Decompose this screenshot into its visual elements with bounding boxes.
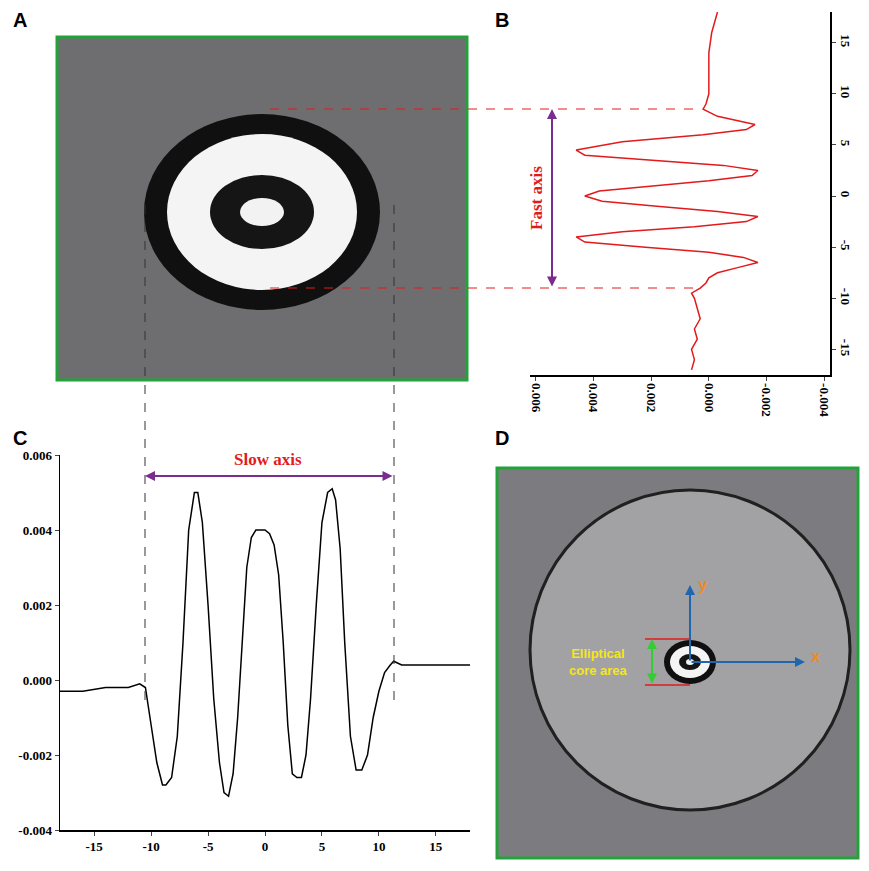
svg-text:-15: -15	[838, 339, 853, 357]
svg-text:10: 10	[838, 85, 853, 98]
svg-text:D: D	[495, 427, 509, 449]
svg-text:0.002: 0.002	[23, 598, 52, 613]
svg-text:-0.004: -0.004	[18, 823, 52, 838]
svg-text:0.000: 0.000	[702, 383, 717, 412]
svg-text:15: 15	[838, 34, 853, 48]
svg-text:10: 10	[372, 839, 385, 854]
svg-text:-5: -5	[203, 839, 214, 854]
svg-text:-10: -10	[838, 288, 853, 305]
svg-text:-0.004: -0.004	[817, 383, 832, 417]
svg-text:0: 0	[838, 191, 853, 198]
svg-text:0: 0	[262, 839, 269, 854]
svg-text:0.006: 0.006	[529, 383, 544, 413]
svg-text:5: 5	[319, 839, 326, 854]
svg-text:y: y	[698, 575, 708, 594]
svg-text:x: x	[811, 647, 821, 666]
svg-text:A: A	[13, 9, 27, 31]
svg-text:15: 15	[429, 839, 443, 854]
svg-text:-0.002: -0.002	[18, 748, 52, 763]
svg-text:0.002: 0.002	[644, 383, 659, 412]
svg-text:0.004: 0.004	[23, 523, 53, 538]
svg-text:-0.002: -0.002	[759, 383, 774, 417]
svg-text:0.004: 0.004	[586, 383, 601, 413]
svg-text:B: B	[495, 9, 509, 31]
svg-text:-10: -10	[142, 839, 159, 854]
svg-text:-5: -5	[838, 240, 853, 251]
svg-text:Ellipticalcore area: Ellipticalcore area	[569, 646, 628, 678]
svg-text:0.006: 0.006	[23, 448, 53, 463]
svg-text:-15: -15	[85, 839, 103, 854]
svg-text:0.000: 0.000	[23, 673, 52, 688]
svg-text:5: 5	[838, 140, 853, 147]
svg-text:C: C	[13, 427, 27, 449]
svg-text:Fast axis: Fast axis	[527, 166, 546, 230]
svg-text:Slow axis: Slow axis	[234, 450, 302, 469]
